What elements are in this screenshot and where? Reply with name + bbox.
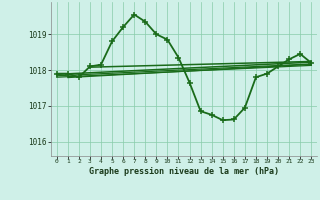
X-axis label: Graphe pression niveau de la mer (hPa): Graphe pression niveau de la mer (hPa) [89, 167, 279, 176]
